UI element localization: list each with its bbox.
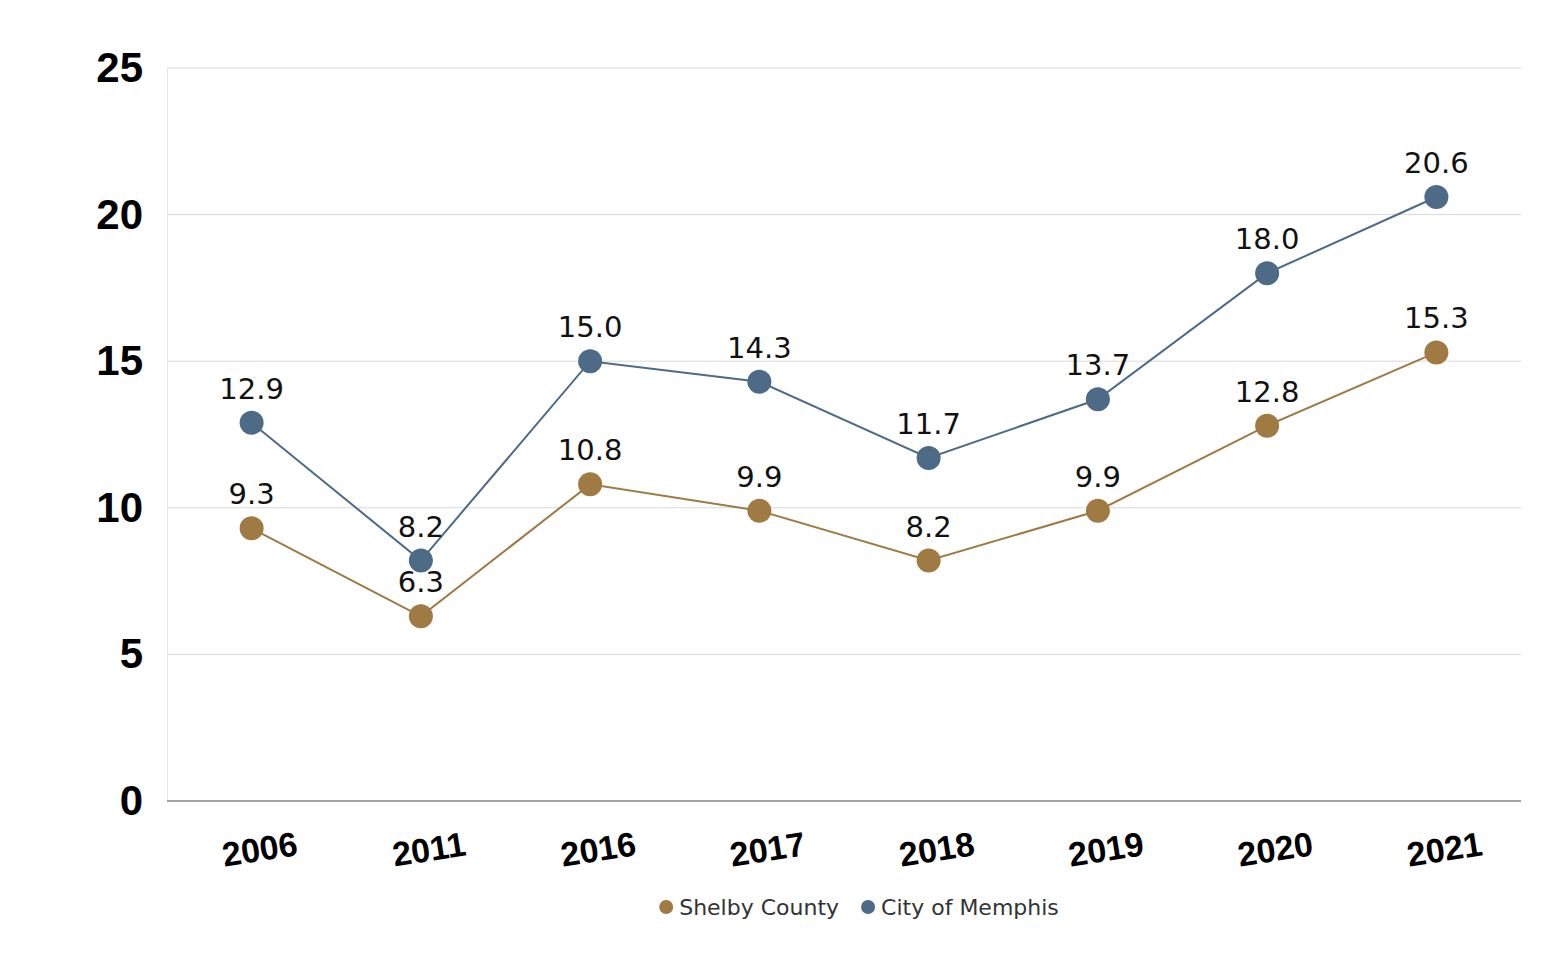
y-tick: 5	[120, 630, 167, 677]
legend-marker	[659, 900, 673, 914]
data-label: 20.6	[1404, 146, 1469, 180]
x-tick: 2011	[390, 801, 469, 874]
x-tick: 2006	[219, 801, 300, 874]
y-tick: 10	[96, 484, 167, 531]
y-tick: 0	[120, 777, 167, 824]
data-label: 13.7	[1066, 348, 1131, 382]
data-label: 14.3	[727, 331, 792, 365]
point	[917, 549, 941, 573]
legend-item: Shelby County	[659, 895, 839, 920]
point	[1424, 340, 1448, 364]
point	[1255, 414, 1279, 438]
series-line	[252, 352, 1437, 616]
point	[578, 349, 602, 373]
x-tick: 2016	[558, 801, 639, 874]
point	[917, 446, 941, 470]
x-tick: 2017	[727, 801, 808, 874]
point	[578, 472, 602, 496]
grid-line	[167, 214, 1521, 215]
data-label: 9.3	[229, 477, 275, 511]
y-tick-label: 20	[96, 191, 143, 238]
point	[240, 411, 264, 435]
x-axis: 2006 2011 2016 2017 2018 2019 2020 2021	[167, 801, 1521, 874]
x-tick-label: 2019	[1066, 824, 1147, 873]
x-tick-label: 2020	[1235, 824, 1316, 873]
point	[409, 604, 433, 628]
legend: Shelby County City of Memphis	[659, 895, 1059, 920]
point	[1086, 387, 1110, 411]
x-tick: 2019	[1066, 801, 1147, 874]
grid-line	[167, 507, 1521, 508]
point	[1424, 185, 1448, 209]
x-tick-label: 2018	[896, 824, 977, 873]
point	[240, 516, 264, 540]
data-label: 9.9	[736, 460, 782, 494]
x-tick-label: 2006	[219, 824, 300, 873]
y-tick-label: 10	[96, 484, 143, 531]
plot-area	[240, 185, 1449, 628]
data-label: 8.2	[906, 510, 952, 544]
x-tick: 2018	[896, 801, 977, 874]
data-label: 11.7	[896, 407, 961, 441]
data-label: 18.0	[1235, 222, 1300, 256]
chart: 0510152025200620112016201720182019202020…	[0, 0, 1564, 964]
grid-line	[167, 801, 1521, 802]
y-tick-label: 0	[120, 777, 143, 824]
x-tick-label: 2011	[390, 824, 469, 873]
x-tick-label: 2016	[558, 824, 639, 873]
data-label: 15.3	[1404, 301, 1469, 335]
data-label: 15.0	[558, 310, 623, 344]
point	[747, 499, 771, 523]
y-tick: 20	[96, 191, 167, 238]
grid-line	[167, 68, 1521, 69]
series-line	[252, 197, 1437, 561]
x-tick-label: 2021	[1404, 824, 1485, 873]
legend-label: Shelby County	[679, 895, 839, 920]
data-label: 6.3	[398, 565, 444, 599]
y-tick-label: 25	[96, 44, 143, 91]
point	[747, 370, 771, 394]
x-tick: 2021	[1404, 801, 1485, 874]
y-axis-line	[167, 69, 168, 802]
y-tick-label: 15	[96, 337, 143, 384]
legend-item: City of Memphis	[861, 895, 1059, 920]
legend-label: City of Memphis	[881, 895, 1059, 920]
y-tick: 25	[96, 44, 167, 91]
data-labels: 9.3 6.3 10.8 9.9 8.2 9.9 12.8 15.3 12.9 8.2 15.0 14…	[219, 146, 1468, 599]
data-label: 9.9	[1075, 460, 1121, 494]
data-label: 12.8	[1235, 375, 1300, 409]
y-axis: 0 5 10 15 20 25	[96, 44, 167, 824]
point	[1255, 261, 1279, 285]
y-tick-label: 5	[120, 630, 143, 677]
data-label: 8.2	[398, 510, 444, 544]
legend-marker	[861, 900, 875, 914]
grid	[167, 68, 1521, 801]
data-label: 12.9	[219, 372, 284, 406]
y-tick: 15	[96, 337, 167, 384]
grid-line	[167, 654, 1521, 655]
grid-line	[167, 361, 1521, 362]
data-label: 10.8	[558, 433, 623, 467]
point	[1086, 499, 1110, 523]
x-tick: 2020	[1235, 801, 1316, 874]
x-axis-line	[167, 800, 1521, 802]
x-tick-label: 2017	[727, 824, 808, 873]
